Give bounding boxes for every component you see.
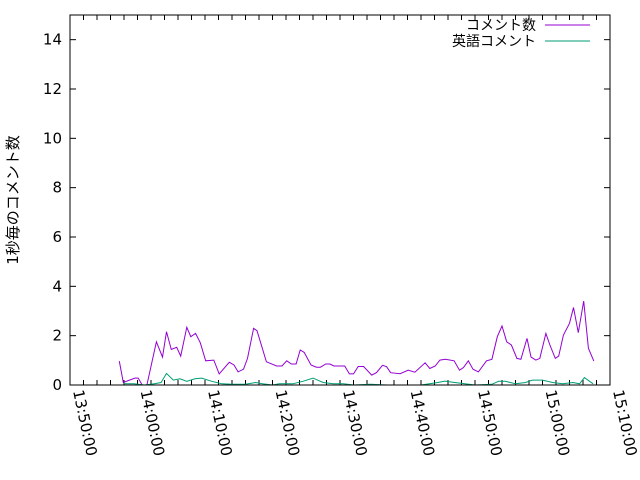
y-tick-label: 12 — [43, 80, 62, 98]
x-tick-label: 14:40:00 — [407, 388, 439, 458]
x-tick-label: 15:10:00 — [609, 388, 640, 458]
legend-label: コメント数 — [466, 18, 536, 34]
series-line-1 — [118, 301, 595, 386]
series-lines — [118, 301, 595, 386]
legend-label: 英語コメント — [452, 33, 536, 50]
plot-frame — [69, 14, 611, 386]
y-tick-label: 2 — [52, 327, 62, 345]
x-tick-label: 13:50:00 — [69, 388, 101, 458]
y-axis-label: 1秒毎のコメント数 — [4, 135, 22, 265]
y-tick-label: 4 — [52, 277, 62, 295]
x-tick-label: 14:20:00 — [272, 388, 304, 458]
x-tick-label: 14:30:00 — [339, 388, 371, 458]
x-tick-label: 14:00:00 — [137, 388, 169, 458]
axes: 0 2 4 6 8 10 12 14 13:50:00 14:00:00 14:10:00 14:20… — [43, 15, 640, 458]
x-tick-label: 14:50:00 — [474, 388, 506, 458]
y-tick-label: 6 — [52, 228, 62, 246]
y-tick-label: 14 — [43, 31, 62, 49]
y-tick-label: 10 — [43, 129, 62, 147]
x-tick-label: 15:00:00 — [542, 388, 574, 458]
series-line-2 — [124, 372, 594, 386]
y-tick-label: 8 — [52, 179, 62, 197]
y-tick-label: 0 — [52, 376, 62, 394]
x-tick-label: 14:10:00 — [204, 388, 236, 458]
